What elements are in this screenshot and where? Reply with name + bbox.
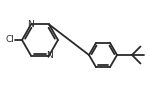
Text: N: N [46, 51, 53, 60]
Text: N: N [27, 20, 34, 29]
Text: Cl: Cl [6, 36, 14, 44]
